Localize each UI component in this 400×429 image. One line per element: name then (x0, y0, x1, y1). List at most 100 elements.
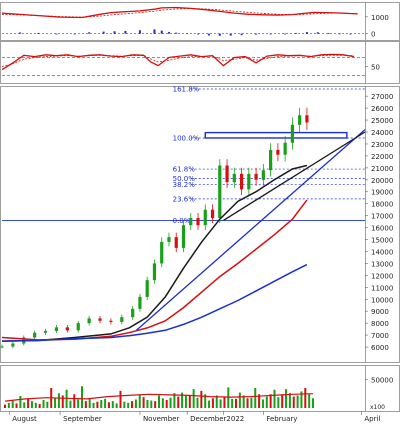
candle-body (167, 237, 171, 242)
volume-bar (123, 401, 126, 408)
candle-body (196, 218, 200, 226)
volume-bar (92, 402, 95, 408)
volume-bar (246, 398, 249, 408)
histogram-bar (113, 31, 116, 34)
y-tick-label: 17000 (371, 213, 393, 221)
candle-body (0, 346, 4, 348)
histogram-bar (255, 33, 258, 35)
volume-bar (269, 394, 272, 408)
y-tick-label: 10000 (371, 296, 393, 304)
candle-body (174, 237, 178, 248)
volume-bar (119, 390, 122, 408)
histogram-bar (305, 32, 308, 34)
volume-bar (158, 395, 160, 408)
histogram-bar (124, 30, 127, 34)
volume-bar (277, 397, 280, 408)
volume-bar (254, 388, 257, 408)
candle-body (76, 323, 80, 331)
volume-bar (227, 387, 230, 408)
panel-rsi: 50 (1, 53, 380, 76)
candle-body (109, 320, 113, 322)
volume-bar (242, 395, 245, 408)
volume-bar (7, 402, 10, 408)
histogram-bar (138, 30, 141, 34)
x-tick-label: December (190, 415, 226, 423)
histogram-bar (153, 29, 156, 34)
histogram-bar (284, 33, 287, 35)
candle-body (210, 209, 215, 219)
x-tick-label: September (63, 415, 102, 423)
y-tick-label: 13000 (371, 260, 393, 268)
y-tick-label: 19000 (371, 189, 393, 197)
volume-bar (81, 386, 83, 408)
volume-bar (127, 402, 130, 408)
candle-body (33, 332, 37, 338)
y-tick-label: 21000 (371, 165, 393, 173)
panel-frame-volume (0, 365, 400, 412)
histogram-bar (338, 33, 341, 35)
histogram-bar (88, 32, 91, 34)
volume-bar (138, 394, 141, 408)
candle-body (283, 142, 287, 155)
candle-body (269, 149, 273, 171)
volume-bar (161, 398, 164, 408)
volume-bar (61, 395, 64, 408)
candle-body (290, 124, 294, 143)
volume-bar (104, 398, 107, 408)
panels: 1000 0 50 27000 26000 25000 24000 23000 22000 210… (0, 2, 400, 412)
y-tick-label: 25000 (371, 117, 393, 125)
y-tick-label: 9000 (371, 308, 389, 316)
volume-bar (38, 404, 41, 408)
candle-body (11, 343, 15, 347)
x-tick-label: April (364, 415, 380, 423)
candle-body (152, 263, 157, 281)
histogram-bar (218, 33, 221, 36)
volume-bar (211, 398, 214, 408)
volume-bar (11, 400, 14, 408)
y-tick-label: 24000 (371, 129, 393, 137)
candle-body (138, 296, 142, 309)
y-tick-label: 8000 (371, 320, 389, 328)
volume-bar (88, 398, 91, 408)
candle-body (247, 173, 251, 190)
volume-bar (30, 401, 33, 408)
volume-bar (142, 397, 145, 408)
x-tick-label: 2022 (226, 415, 244, 423)
volume-bar (169, 397, 172, 408)
x-tick-label: August (12, 415, 37, 423)
fib-level-label: 50.0% (173, 175, 196, 183)
y-tick-label: 0 (371, 31, 375, 39)
volume-bar (258, 394, 261, 408)
trendline (223, 131, 366, 221)
histogram-bar (229, 33, 232, 36)
volume-bar (69, 400, 72, 408)
histogram-bar (175, 32, 178, 34)
candle-body (181, 225, 186, 248)
volume-bar (200, 390, 203, 408)
trendline (135, 129, 366, 331)
histogram-bar (160, 30, 163, 34)
volume-bar (23, 402, 26, 408)
volume-bar (281, 394, 284, 408)
y-tick-label: 50000 (371, 376, 393, 384)
volume-bar (223, 396, 226, 408)
candle-body (305, 115, 309, 123)
histogram-bar (316, 32, 319, 34)
volume-bar (154, 401, 157, 408)
x-tick-label: November (143, 415, 180, 423)
candle-body (276, 149, 280, 155)
volume-bar (34, 402, 37, 408)
volume-bar (73, 394, 76, 408)
volume-bar (131, 401, 134, 408)
y-tick-label: 20000 (371, 177, 393, 185)
fib-level-label: 38.2% (173, 181, 196, 189)
volume-bar (19, 396, 22, 408)
candle-body (239, 173, 244, 190)
volume-bar (188, 396, 191, 408)
fib-level-label: 23.6% (173, 195, 196, 203)
volume-bar (273, 389, 276, 408)
series-line-signal (1, 8, 358, 18)
histogram-bar (207, 33, 210, 36)
candle-body (98, 318, 102, 321)
volume-bar (15, 403, 18, 408)
